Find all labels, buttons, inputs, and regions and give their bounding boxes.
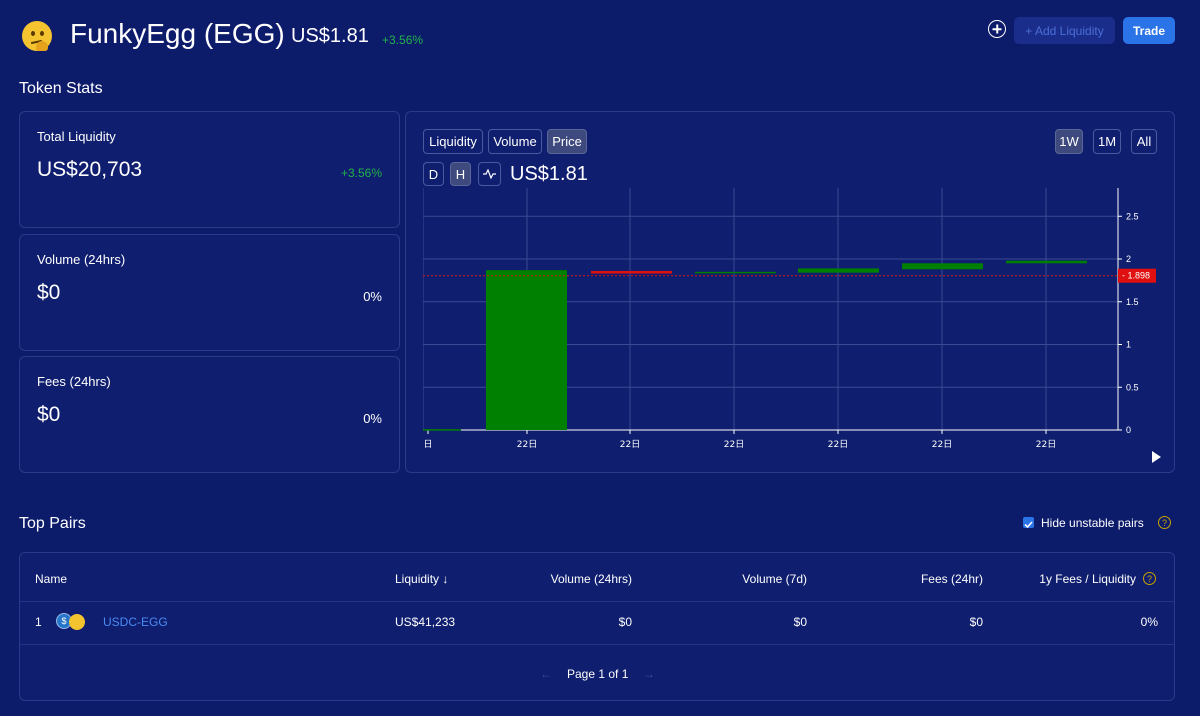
column-header-fees-24h[interactable]: Fees (24hr) xyxy=(920,572,983,586)
candle xyxy=(591,270,672,274)
last-price-marker xyxy=(1118,268,1156,283)
pair-fees-liquidity: 0% xyxy=(1140,615,1158,629)
column-header-name[interactable]: Name xyxy=(35,572,68,586)
line-chart-toggle[interactable] xyxy=(478,162,501,186)
tab-liquidity[interactable]: Liquidity xyxy=(423,129,483,154)
y-tick-label: 2 xyxy=(1126,254,1131,264)
next-page-icon[interactable]: → xyxy=(643,667,655,681)
token-title: FunkyEgg (EGG) xyxy=(70,18,285,49)
hide-unstable-label[interactable]: Hide unstable pairs xyxy=(1041,516,1144,530)
range-1w[interactable]: 1W xyxy=(1055,129,1083,154)
x-tick-label: 22日 xyxy=(1036,439,1056,450)
column-header-liquidity[interactable]: Liquidity ↓ xyxy=(395,572,449,586)
stat-label: Total Liquidity xyxy=(37,129,116,144)
stat-value: $0 xyxy=(37,281,61,304)
pair-link[interactable]: USDC-EGG xyxy=(103,615,168,629)
row-index: 1 xyxy=(35,615,42,629)
row-divider xyxy=(20,644,1174,645)
table-header-divider xyxy=(20,601,1174,602)
pair-liquidity: US$41,233 xyxy=(395,615,456,629)
volume-card: Volume (24hrs) $0 0% xyxy=(19,234,400,351)
candle xyxy=(798,268,879,273)
stat-value: $0 xyxy=(37,403,61,426)
help-icon[interactable]: ? xyxy=(1143,572,1156,585)
candle xyxy=(423,429,461,431)
candle xyxy=(1006,260,1087,264)
chart-current-price: US$1.81 xyxy=(510,163,588,185)
tab-volume[interactable]: Volume xyxy=(488,129,542,154)
y-tick-label: 0.5 xyxy=(1126,382,1139,392)
add-to-watchlist-icon[interactable] xyxy=(988,20,1006,38)
stat-change: +3.56% xyxy=(340,166,382,180)
top-pairs-table xyxy=(19,552,1175,701)
candle xyxy=(902,263,983,270)
column-header-volume-7d[interactable]: Volume (7d) xyxy=(742,572,807,586)
pair-fees-24h: $0 xyxy=(969,615,983,629)
last-price-label: - 1.898 xyxy=(1122,271,1150,281)
pagination-label: Page 1 of 1 xyxy=(567,667,629,681)
hide-unstable-checkbox[interactable] xyxy=(1023,517,1034,529)
usdc-token-icon: $ xyxy=(56,613,72,629)
fees-card: Fees (24hrs) $0 0% xyxy=(19,356,400,473)
x-tick-label: 日 xyxy=(423,439,432,450)
x-tick-label: 22日 xyxy=(724,439,744,450)
pair-volume-7d: $0 xyxy=(793,615,807,629)
token-stats-title: Token Stats xyxy=(19,80,103,97)
x-tick-label: 22日 xyxy=(620,439,640,450)
y-tick-label: 0 xyxy=(1126,425,1131,435)
x-tick-label: 22日 xyxy=(932,439,952,450)
add-liquidity-button[interactable]: + Add Liquidity xyxy=(1014,17,1115,44)
line-chart-icon xyxy=(483,169,496,179)
top-pairs-title: Top Pairs xyxy=(19,515,86,532)
candle xyxy=(486,270,567,430)
tab-price[interactable]: Price xyxy=(547,129,587,154)
stat-change: 0% xyxy=(363,411,382,426)
y-tick-label: 1 xyxy=(1126,340,1131,350)
egg-token-icon xyxy=(69,614,85,630)
previous-page-icon[interactable]: ← xyxy=(540,667,552,681)
stat-change: 0% xyxy=(363,289,382,304)
y-tick-label: 1.5 xyxy=(1126,297,1139,307)
check-icon xyxy=(1024,521,1033,529)
token-price-change: +3.56% xyxy=(382,33,424,47)
column-header-fees-liquidity[interactable]: 1y Fees / Liquidity xyxy=(1039,572,1136,586)
stat-value: US$20,703 xyxy=(37,158,143,181)
scroll-right-icon[interactable] xyxy=(1152,451,1161,463)
help-icon[interactable]: ? xyxy=(1158,516,1171,529)
stat-label: Fees (24hrs) xyxy=(37,374,111,389)
y-tick-label: 2.5 xyxy=(1126,211,1139,221)
interval-hour[interactable]: H xyxy=(450,162,471,186)
price-chart[interactable]: 2.5 2 1.5 1 0.5 0 日 22日 22日 22日 22日 22日 22日 - 1.898 xyxy=(423,188,1163,458)
range-all[interactable]: All xyxy=(1131,129,1157,154)
interval-day[interactable]: D xyxy=(423,162,444,186)
x-tick-label: 22日 xyxy=(517,439,537,450)
candle xyxy=(695,271,776,274)
x-tick-label: 22日 xyxy=(828,439,848,450)
range-1m[interactable]: 1M xyxy=(1093,129,1121,154)
total-liquidity-card: Total Liquidity US$20,703 +3.56% xyxy=(19,111,400,228)
column-header-volume-24h[interactable]: Volume (24hrs) xyxy=(550,572,632,586)
pair-volume-24h: $0 xyxy=(618,615,632,629)
stat-label: Volume (24hrs) xyxy=(37,252,126,267)
trade-button[interactable]: Trade xyxy=(1123,17,1175,44)
token-logo xyxy=(22,21,52,51)
token-price: US$1.81 xyxy=(291,25,369,47)
